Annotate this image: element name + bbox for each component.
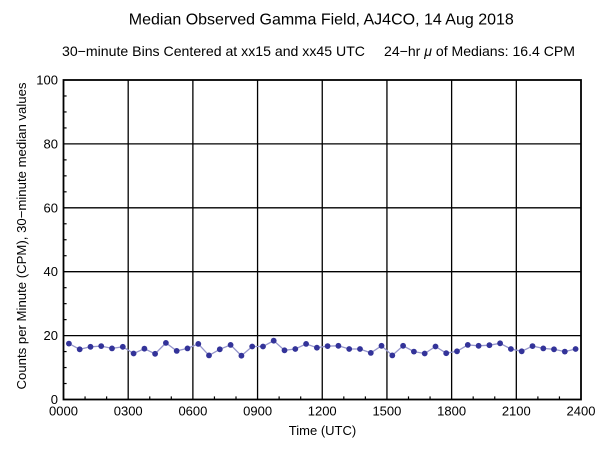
svg-text:20: 20	[44, 328, 58, 343]
svg-text:Counts per Minute (CPM), 30−mi: Counts per Minute (CPM), 30−minute media…	[14, 82, 29, 389]
svg-text:40: 40	[44, 264, 58, 279]
svg-text:1500: 1500	[372, 404, 401, 419]
svg-text:Median Observed Gamma Field, A: Median Observed Gamma Field, AJ4CO, 14 A…	[129, 12, 514, 29]
svg-text:0: 0	[51, 392, 58, 407]
svg-text:100: 100	[36, 73, 58, 88]
svg-text:Time (UTC): Time (UTC)	[289, 423, 356, 438]
svg-text:2100: 2100	[502, 404, 531, 419]
svg-text:0300: 0300	[114, 404, 143, 419]
svg-text:2400: 2400	[567, 404, 596, 419]
svg-text:60: 60	[44, 200, 58, 215]
svg-text:0000: 0000	[49, 404, 78, 419]
svg-text:1800: 1800	[437, 404, 466, 419]
svg-text:0900: 0900	[243, 404, 272, 419]
svg-text:0600: 0600	[178, 404, 207, 419]
svg-text:30−minute Bins Centered at xx1: 30−minute Bins Centered at xx15 and xx45…	[62, 43, 365, 59]
svg-text:24−hr μ of Medians: 16.4 CPM: 24−hr μ of Medians: 16.4 CPM	[384, 43, 575, 59]
svg-text:80: 80	[44, 136, 58, 151]
svg-text:1200: 1200	[308, 404, 337, 419]
